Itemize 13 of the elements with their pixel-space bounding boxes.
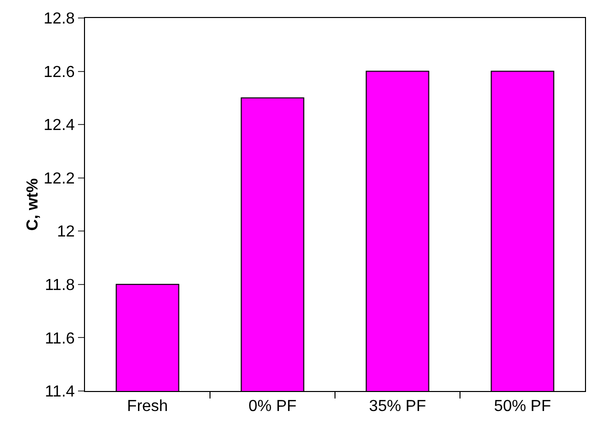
y-tick-label: 11.6 bbox=[44, 330, 75, 348]
y-tick-label: 12.2 bbox=[44, 170, 75, 188]
x-tick-label: Fresh bbox=[127, 398, 168, 416]
y-tick-label: 12.6 bbox=[44, 64, 75, 81]
y-axis-title: C, wt% bbox=[24, 178, 42, 231]
y-tick-label: 11.4 bbox=[44, 384, 75, 401]
y-tick-label: 12.4 bbox=[44, 117, 75, 134]
y-tick-label: 12 bbox=[57, 224, 75, 241]
y-tick-label: 12.8 bbox=[44, 10, 75, 28]
x-tick-label: 50% PF bbox=[494, 398, 552, 416]
x-tick-label: 0% PF bbox=[248, 398, 297, 416]
y-tick-label: 11.8 bbox=[44, 277, 75, 294]
x-tick-label: 35% PF bbox=[369, 398, 426, 416]
